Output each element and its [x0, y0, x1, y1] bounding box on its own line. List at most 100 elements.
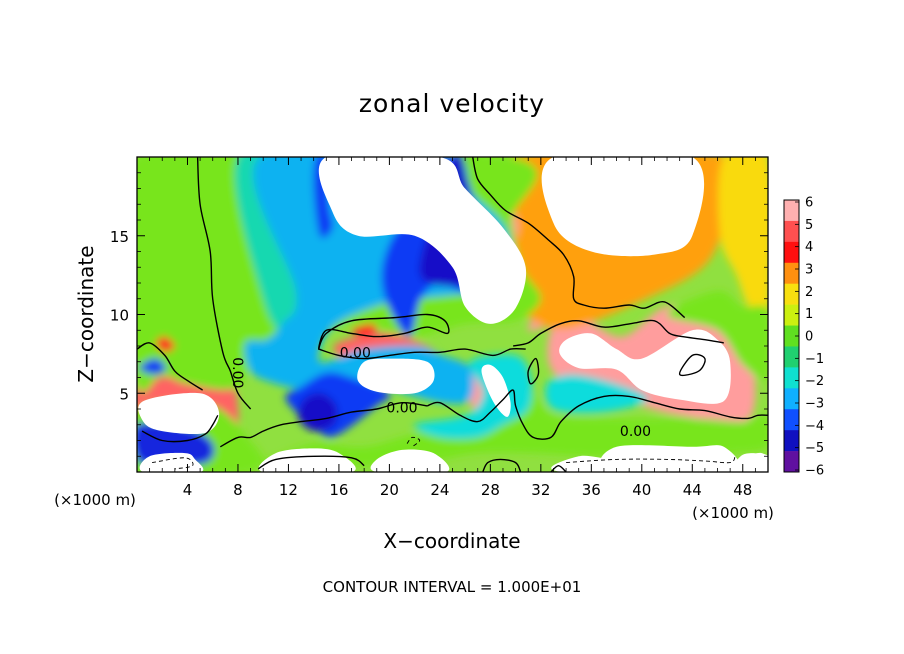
out-of-range-region-2 [357, 358, 435, 395]
contour-line-14 [152, 457, 194, 470]
contour-lines [137, 157, 768, 472]
out-of-range-region-3 [559, 329, 731, 404]
x-tick-label: 48 [733, 481, 752, 499]
out-of-range-region-1 [541, 157, 705, 257]
colorbar-label: −4 [805, 419, 824, 434]
colorbar-swatch [784, 241, 799, 264]
colorbar-label: 6 [805, 196, 813, 211]
velocity-region-20 [139, 358, 166, 375]
out-of-range-region-6 [258, 448, 356, 472]
colorbar: 6 5 4 3 2 1 0 −1 −2 −3 −4 −5 −6 [783, 196, 824, 479]
colorbar-swatch [784, 451, 799, 473]
x-tick-label: 28 [481, 481, 500, 499]
out-of-range-region-0 [318, 157, 527, 324]
y-tick-label: 5 [119, 385, 129, 403]
contour-line-9 [257, 455, 365, 470]
x-tick-label: 24 [430, 481, 449, 499]
colorbar-swatch [784, 262, 799, 284]
x-unit-label-left: (×1000 m) [54, 491, 136, 509]
velocity-region-15 [545, 374, 649, 414]
x-axis-title: X−coordinate [383, 529, 520, 553]
contour-line-4 [512, 319, 724, 347]
colorbar-swatch [784, 367, 799, 389]
contour-line-15 [566, 455, 736, 464]
velocity-region-19 [313, 157, 333, 239]
plot-area: 0.00 0.00 0.00 0.00 [136, 156, 769, 473]
x-tick-label: 8 [233, 481, 243, 499]
x-tick-label: 40 [632, 481, 651, 499]
colorbar-swatch [784, 325, 799, 347]
colorbar-label: 5 [805, 218, 813, 233]
contour-line-12 [482, 458, 522, 472]
y-axis-title: Z−coordinate [74, 245, 98, 382]
contour-label-3: 0.00 [229, 357, 245, 388]
x-axis: 4 8 12 16 20 24 28 32 36 40 44 48 [149, 157, 756, 499]
colorbar-label: 1 [805, 307, 813, 322]
x-tick-label: 32 [531, 481, 550, 499]
contour-line-1 [317, 313, 450, 350]
colorbar-swatch [784, 346, 799, 368]
colorbar-label: −5 [805, 441, 824, 456]
out-of-range-region-11 [600, 445, 739, 472]
velocity-region-14 [414, 354, 533, 439]
contour-label-2: 0.00 [620, 424, 651, 440]
colorbar-swatch [784, 409, 799, 431]
colorbar-label: −1 [805, 352, 824, 367]
velocity-region-22 [298, 393, 338, 432]
velocity-region-24 [155, 336, 175, 353]
velocity-region-10 [137, 386, 768, 468]
velocity-region-25 [351, 323, 377, 337]
x-tick-label: 20 [380, 481, 399, 499]
colorbar-swatch [784, 304, 799, 326]
x-tick-label: 4 [183, 481, 193, 499]
y-axis: 5 10 15 [110, 172, 768, 457]
x-tick-label: 36 [582, 481, 601, 499]
colorbar-swatch [784, 200, 799, 222]
contour-line-3 [472, 157, 686, 319]
y-tick-label: 10 [110, 307, 129, 325]
out-of-range-region-10 [735, 453, 768, 469]
colorbar-swatch [784, 220, 799, 243]
out-of-range-region-8 [481, 364, 511, 417]
contour-labels: 0.00 0.00 0.00 0.00 [229, 345, 651, 440]
colorbar-swatch [784, 388, 799, 410]
contour-line-2 [318, 347, 526, 360]
contour-label-1: 0.00 [386, 400, 417, 416]
colorbar-label: 0 [805, 330, 813, 345]
contour-line-0 [196, 157, 252, 410]
colorbar-label: 4 [805, 240, 813, 255]
contour-label-text: 0.00 [340, 345, 371, 361]
x-tick-label: 16 [329, 481, 348, 499]
colorbar-label: −6 [805, 464, 824, 479]
out-of-range-region-7 [370, 449, 450, 472]
contour-label-text: 0.00 [229, 357, 245, 388]
contour-label-text: 0.00 [386, 400, 417, 416]
contour-label-0: 0.00 [340, 345, 371, 361]
x-tick-label: 12 [279, 481, 298, 499]
colorbar-swatch [784, 430, 799, 452]
velocity-field [137, 157, 768, 472]
contour-line-6 [219, 401, 428, 448]
contour-line-5 [427, 389, 768, 440]
contour-line-8 [137, 342, 203, 391]
colorbar-swatch [784, 283, 799, 305]
out-of-range-region-4 [138, 392, 220, 435]
x-tick-label: 44 [683, 481, 702, 499]
contour-line-10 [527, 357, 540, 385]
contour-line-13 [550, 464, 567, 472]
contour-line-7 [141, 414, 219, 443]
chart-title: zonal velocity [359, 89, 545, 118]
colorbar-label: 2 [805, 285, 813, 300]
x-unit-label-right: (×1000 m) [692, 504, 774, 522]
contour-interval-note: CONTOUR INTERVAL = 1.000E+01 [323, 578, 582, 596]
velocity-region-8 [718, 157, 768, 325]
y-tick-label: 15 [110, 228, 129, 246]
velocity-region-12 [667, 290, 768, 381]
contour-label-text: 0.00 [620, 424, 651, 440]
colorbar-label: 3 [805, 263, 813, 278]
contour-line-16 [406, 436, 421, 448]
contour-line-11 [678, 353, 706, 377]
colorbar-label: −2 [805, 374, 824, 389]
colorbar-label: −3 [805, 397, 824, 412]
